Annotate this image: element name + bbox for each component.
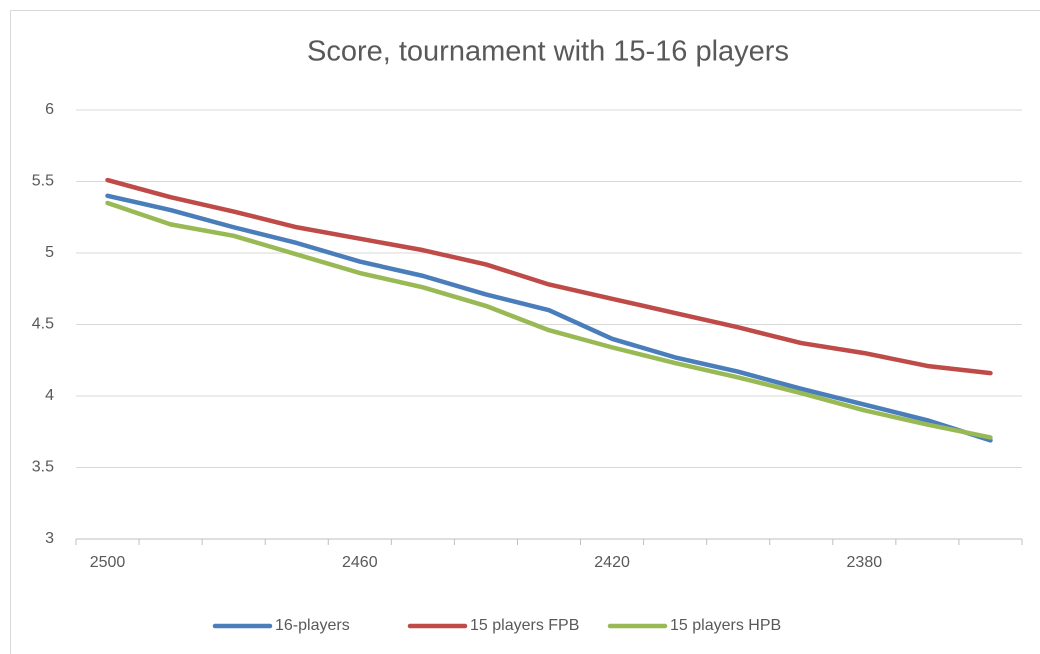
legend-label: 15 players HPB xyxy=(670,617,781,634)
y-tick-label: 4 xyxy=(45,387,54,404)
series-line xyxy=(105,177,993,376)
legend-label: 16-players xyxy=(275,617,350,634)
x-tick-label: 2460 xyxy=(342,554,378,571)
x-tick-label: 2380 xyxy=(847,554,883,571)
x-tick-label: 2500 xyxy=(90,554,126,571)
y-tick-label: 5 xyxy=(45,244,54,261)
x-tick-label: 2420 xyxy=(594,554,630,571)
y-tick-label: 5.5 xyxy=(32,173,54,190)
chart-frame xyxy=(10,10,1040,654)
series-line xyxy=(105,193,993,443)
y-tick-label: 3.5 xyxy=(32,459,54,476)
y-tick-label: 3 xyxy=(45,530,54,547)
y-tick-label: 4.5 xyxy=(32,316,54,333)
y-tick-label: 6 xyxy=(45,101,54,118)
chart-title: Score, tournament with 15-16 players xyxy=(307,36,789,68)
legend-label: 15 players FPB xyxy=(470,617,579,634)
series-line xyxy=(105,200,993,440)
